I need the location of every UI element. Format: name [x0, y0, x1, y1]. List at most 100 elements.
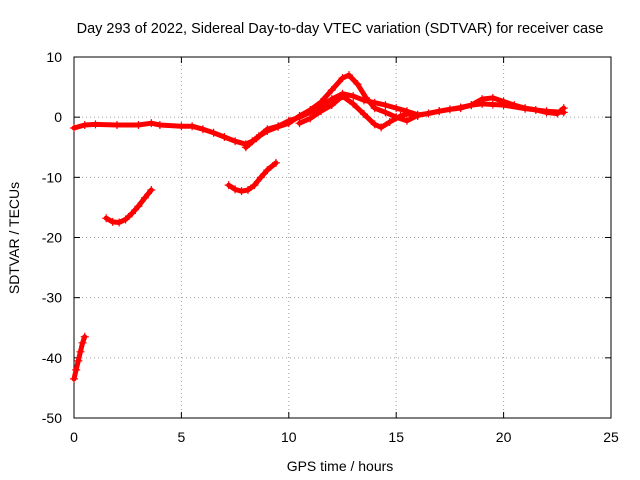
data-point — [327, 101, 336, 110]
data-point — [147, 185, 156, 194]
x-tick-label: 5 — [178, 429, 186, 445]
axis-ticks: 0 5 10 15 20 25 -50 -40 -30 -20 -10 0 10 — [42, 49, 619, 445]
series-line — [243, 91, 567, 150]
data-point — [271, 158, 280, 167]
data-point — [78, 338, 87, 347]
y-tick-label: -10 — [42, 169, 62, 185]
data-point — [478, 99, 487, 108]
data-point — [424, 109, 433, 118]
y-tick-label: 10 — [46, 49, 62, 65]
y-tick-label: -50 — [42, 410, 62, 426]
data-point — [338, 92, 347, 101]
data-point — [80, 332, 89, 341]
data-point — [456, 104, 465, 113]
data-point — [370, 120, 379, 129]
data-point — [250, 181, 259, 190]
y-tick-label: -30 — [42, 290, 62, 306]
data-point — [91, 120, 100, 129]
data-point — [121, 215, 130, 224]
data-point — [381, 101, 390, 110]
series-segment-early — [70, 332, 89, 383]
data-point — [413, 111, 422, 120]
data-point — [488, 100, 497, 109]
x-axis-label: GPS time / hours — [287, 458, 394, 474]
data-point — [70, 374, 78, 383]
y-tick-label: 0 — [54, 109, 62, 125]
data-point — [405, 109, 414, 118]
series-segment-afternoon — [224, 158, 280, 196]
data-point — [274, 122, 283, 131]
data-point — [263, 166, 272, 175]
data-point — [344, 71, 353, 80]
data-point — [381, 108, 390, 117]
data-point — [370, 98, 379, 107]
data-point — [74, 356, 83, 365]
data-point — [231, 137, 240, 146]
data-point — [349, 99, 358, 108]
data-point — [317, 107, 326, 116]
data-point — [224, 181, 233, 190]
data-point — [445, 105, 454, 114]
series-segment-main-c — [295, 92, 422, 132]
data-point — [559, 108, 568, 117]
data-point — [295, 119, 304, 128]
data-point — [353, 80, 362, 89]
data-point — [147, 119, 156, 128]
data-point — [467, 101, 476, 110]
data-point — [198, 125, 207, 134]
data-point — [241, 143, 250, 152]
data-point — [338, 74, 347, 83]
series-segment-morning — [102, 185, 156, 227]
x-tick-label: 10 — [281, 429, 297, 445]
data-point — [385, 117, 394, 126]
data-point — [306, 114, 315, 123]
data-point — [70, 123, 78, 132]
data-point — [359, 96, 368, 105]
data-point — [402, 116, 411, 125]
y-tick-label: -20 — [42, 230, 62, 246]
data-point — [188, 122, 197, 131]
x-tick-label: 15 — [388, 429, 404, 445]
data-point — [252, 134, 261, 143]
data-point — [115, 218, 124, 227]
data-point — [499, 101, 508, 110]
data-point — [112, 120, 121, 129]
data-point — [102, 214, 111, 223]
data-point — [177, 122, 186, 131]
chart-title: Day 293 of 2022, Sidereal Day-to-day VTE… — [77, 21, 604, 37]
data-point — [542, 107, 551, 116]
data-point — [108, 217, 117, 226]
data-point — [237, 187, 246, 196]
data-point — [349, 92, 358, 101]
series-line — [226, 160, 279, 194]
x-tick-label: 20 — [496, 429, 512, 445]
data-point — [396, 111, 405, 120]
data-point — [140, 193, 149, 202]
y-tick-label: -40 — [42, 350, 62, 366]
data-point — [220, 133, 229, 142]
data-point — [155, 120, 164, 129]
data-point — [72, 365, 81, 374]
data-point — [80, 120, 89, 129]
data-point — [134, 202, 143, 211]
series-segment-main-b — [241, 89, 568, 152]
x-tick-label: 0 — [70, 429, 78, 445]
data-point — [377, 123, 386, 132]
y-axis-label: SDTVAR / TECUs — [6, 182, 22, 294]
data-point — [435, 107, 444, 116]
data-point — [127, 209, 136, 218]
data-point — [76, 347, 85, 356]
data-point — [256, 173, 265, 182]
data-point — [231, 185, 240, 194]
data-point — [243, 185, 252, 194]
data-point — [263, 125, 272, 134]
data-point — [134, 120, 143, 129]
x-tick-label: 25 — [603, 429, 619, 445]
data-point — [521, 104, 530, 113]
data-point — [209, 128, 218, 137]
data-point — [359, 110, 368, 119]
data-point — [327, 86, 336, 95]
data-series — [70, 71, 568, 383]
data-point — [284, 116, 293, 125]
